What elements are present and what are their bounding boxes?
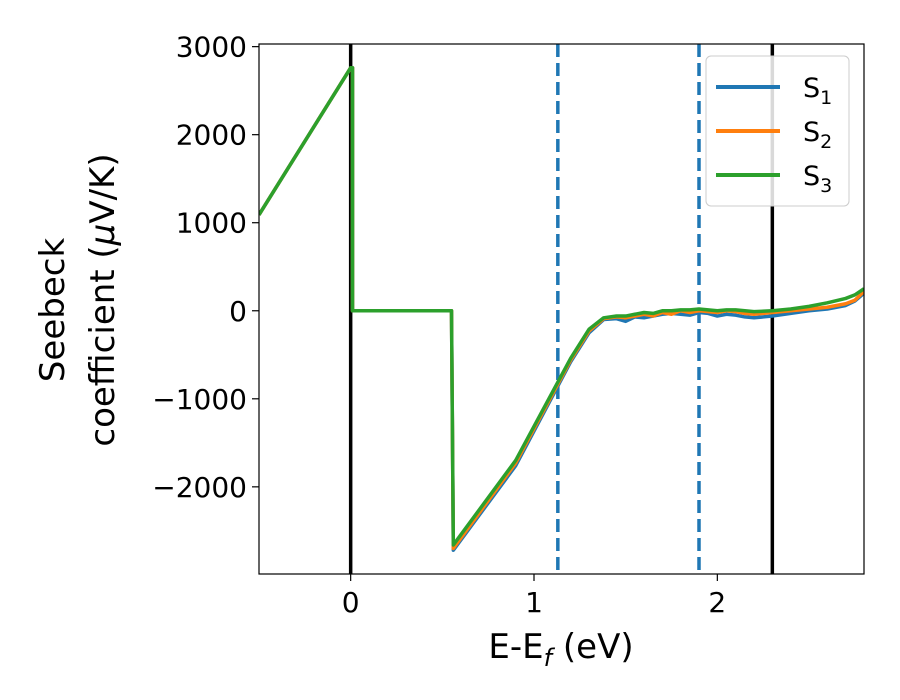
legend-label-s3: S3	[803, 161, 832, 197]
x-tick-label: 0	[342, 586, 360, 619]
plot-frame	[258, 43, 865, 575]
x-axis: 0 1 2	[342, 574, 726, 619]
y-axis-label-line1: Seebeck	[33, 238, 73, 383]
x-axis-label: E-Ef (eV)	[488, 627, 633, 672]
y-tick-label: 3000	[176, 31, 247, 64]
legend: S1 S2 S3	[705, 55, 850, 207]
y-axis-label-line2: coefficient (μV/K)	[83, 153, 123, 446]
y-tick-label: −2000	[152, 471, 247, 504]
y-tick-label: 0	[229, 295, 247, 328]
series-line-s2	[259, 66, 864, 551]
x-tick-label: 2	[708, 586, 726, 619]
y-tick-label: 2000	[176, 119, 247, 152]
y-tick-label: −1000	[152, 383, 247, 416]
x-tick-label: 1	[525, 586, 543, 619]
legend-label-s1: S1	[803, 73, 832, 109]
series-line-s3	[259, 66, 864, 547]
legend-label-s2: S2	[803, 117, 832, 153]
y-tick-label: 1000	[176, 207, 247, 240]
y-axis: −2000 −1000 0 1000 2000 3000	[152, 31, 259, 504]
